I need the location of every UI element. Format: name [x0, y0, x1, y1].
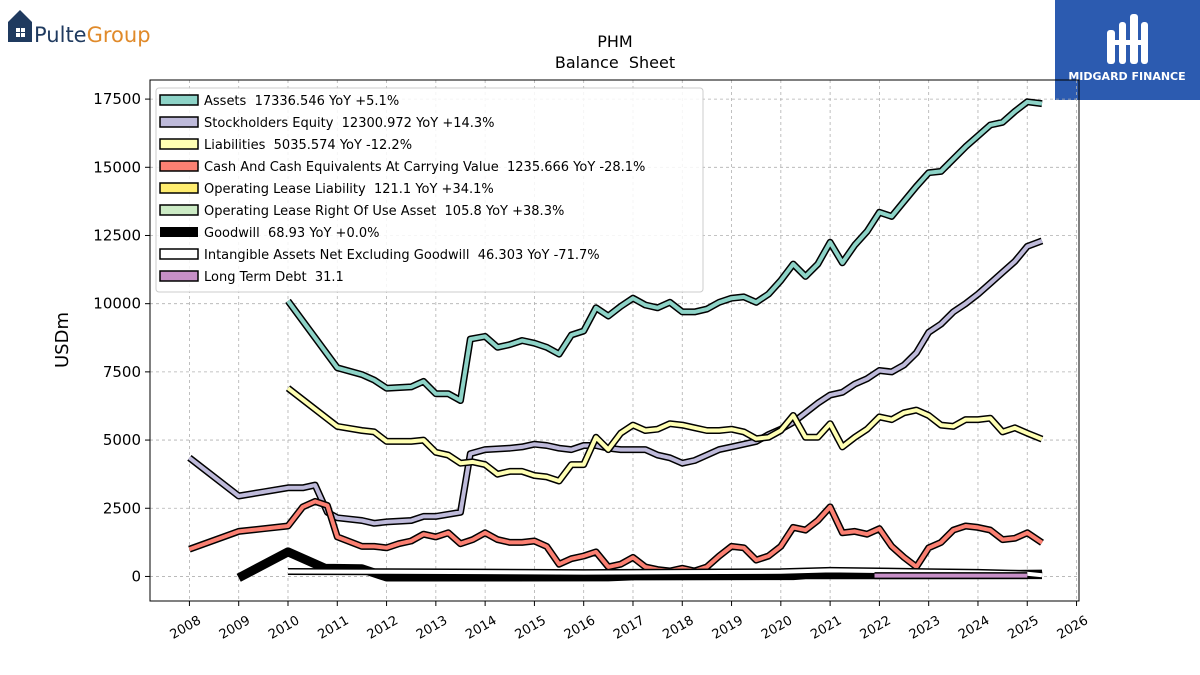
- legend-swatch: [159, 94, 199, 106]
- series-line: [286, 99, 1043, 403]
- y-tick-label: 17500: [93, 90, 141, 108]
- x-tick-label: 2024: [956, 613, 992, 643]
- chart-title: PHM: [597, 32, 632, 51]
- legend-label: Operating Lease Liability 121.1 YoY +34.…: [204, 182, 494, 197]
- legend-label: Long Term Debt 31.1: [204, 270, 344, 285]
- y-tick-label: 5000: [103, 431, 141, 449]
- pultegroup-logo: PulteGroup: [8, 10, 151, 47]
- legend: Assets 17336.546 YoY +5.1% Stockholders E…: [155, 87, 704, 293]
- midgard-emblem-icon: [1107, 14, 1148, 64]
- y-axis-label: USDm: [52, 312, 73, 368]
- legend-swatch: [159, 248, 199, 260]
- series-assets: [285, 98, 1043, 404]
- legend-swatch: [159, 116, 199, 128]
- series-liabilities: [285, 385, 1044, 485]
- x-tick-label: 2010: [266, 613, 302, 643]
- series-lines: [187, 98, 1044, 582]
- series-cash-and-cash-equivalents-at-carrying-value: [188, 497, 1044, 575]
- series-line: [188, 239, 1043, 526]
- series-stockholders-equity: [187, 237, 1044, 527]
- x-tick-label: 2011: [315, 613, 351, 643]
- x-tick-label: 2019: [710, 613, 746, 643]
- legend-label: Liabilities 5035.574 YoY -12.2%: [204, 138, 412, 153]
- x-tick-label: 2023: [907, 613, 943, 643]
- x-tick-label: 2022: [858, 613, 894, 643]
- legend-label: Cash And Cash Equivalents At Carrying Va…: [204, 160, 645, 175]
- legend-swatch: [160, 227, 198, 237]
- series-line: [286, 386, 1043, 483]
- logo-text-pulte: Pulte: [34, 23, 87, 47]
- x-tick-label: 2015: [513, 613, 549, 643]
- midgard-finance-label: MIDGARD FINANCE: [1068, 70, 1185, 83]
- y-tick-label: 15000: [93, 158, 141, 176]
- house-icon: [8, 10, 32, 42]
- legend-label: Stockholders Equity 12300.972 YoY +14.3%: [204, 116, 495, 131]
- x-tick-label: 2021: [808, 613, 844, 643]
- x-tick-label: 2025: [1005, 613, 1041, 643]
- series-line: [236, 547, 1043, 582]
- legend-label: Goodwill 68.93 YoY +0.0%: [204, 226, 379, 241]
- legend-swatch: [159, 138, 199, 150]
- y-tick-label: 10000: [93, 295, 141, 313]
- x-tick-label: 2026: [1055, 613, 1091, 643]
- x-tick-label: 2013: [414, 613, 450, 643]
- y-tick-label: 12500: [93, 226, 141, 244]
- legend-swatch: [159, 270, 199, 282]
- x-tick-label: 2020: [759, 613, 795, 643]
- chart-subtitle: Balance Sheet: [555, 53, 675, 72]
- y-tick-label: 0: [131, 567, 141, 585]
- plot-frame: [149, 79, 1080, 602]
- legend-label: Intangible Assets Net Excluding Goodwill…: [204, 248, 600, 263]
- y-tick-label: 2500: [103, 499, 141, 517]
- x-tick-label: 2009: [217, 613, 253, 643]
- x-tick-label: 2017: [611, 613, 647, 643]
- x-tick-label: 2018: [660, 613, 696, 643]
- x-tick-label: 2008: [168, 613, 204, 643]
- y-tick-label: 7500: [103, 363, 141, 381]
- legend-label: Operating Lease Right Of Use Asset 105.8…: [204, 204, 564, 219]
- series-goodwill: [236, 547, 1043, 582]
- legend-swatch: [159, 204, 199, 216]
- series-line: [188, 499, 1044, 573]
- logo-text-group: Group: [87, 23, 151, 47]
- legend-swatch: [159, 182, 199, 194]
- x-tick-label: 2012: [365, 613, 401, 643]
- legend-label: Assets 17336.546 YoY +5.1%: [204, 94, 399, 109]
- svg-text:PulteGroup: PulteGroup: [34, 23, 151, 47]
- x-tick-label: 2014: [463, 613, 499, 643]
- x-tick-label: 2016: [562, 613, 598, 643]
- legend-swatch: [159, 160, 199, 172]
- legend-box: [155, 87, 704, 293]
